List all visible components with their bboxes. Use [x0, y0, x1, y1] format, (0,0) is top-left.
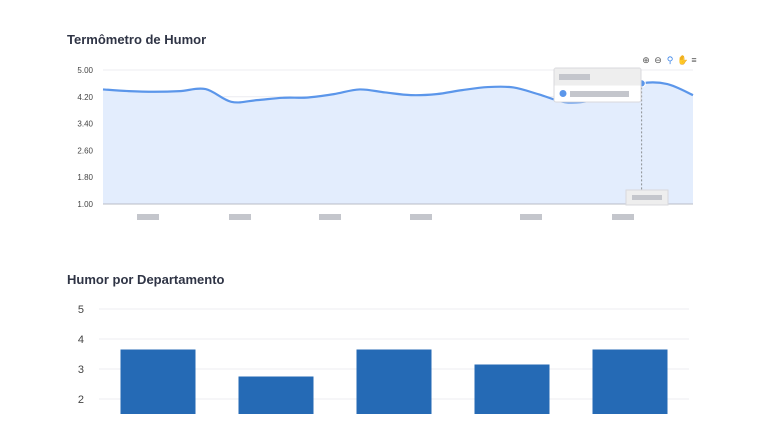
zoom-out-icon[interactable]: ⊖ — [654, 55, 662, 65]
y-tick-label: 5 — [78, 304, 84, 316]
tooltip — [553, 67, 642, 103]
y-tick-label: 2.60 — [77, 146, 93, 155]
y-tick-label: 4 — [78, 334, 84, 346]
tooltip-header — [554, 68, 641, 86]
x-tick-label — [612, 214, 634, 220]
x-tick-label — [229, 214, 251, 220]
y-tick-label: 5.00 — [77, 66, 93, 75]
y-tick-label: 4.20 — [77, 93, 93, 102]
menu-icon[interactable]: ≡ — [691, 55, 697, 65]
y-tick-label: 1.00 — [77, 200, 93, 209]
department-chart-title: Humor por Departamento — [67, 272, 225, 287]
tooltip-marker — [559, 90, 567, 97]
mood-chart-title: Termômetro de Humor — [67, 32, 207, 47]
department-bar[interactable] — [474, 364, 550, 415]
tooltip-title — [559, 74, 590, 80]
crosshair-label — [632, 195, 662, 200]
x-tick-label — [520, 214, 542, 220]
department-bar[interactable] — [356, 349, 432, 415]
x-tick-label — [319, 214, 341, 220]
department-bar[interactable] — [592, 349, 668, 415]
y-tick-label: 1.80 — [77, 173, 93, 182]
mood-area-chart: 5.00 4.20 3.40 2.60 1.80 1.00 — [77, 66, 694, 220]
tooltip-value — [570, 91, 629, 97]
y-tick-label: 3.40 — [77, 120, 93, 129]
y-tick-label: 2 — [78, 394, 84, 406]
magnify-icon[interactable]: ⚲ — [666, 55, 674, 65]
department-bar[interactable] — [120, 349, 196, 415]
y-tick-label: 3 — [78, 364, 84, 376]
zoom-in-icon[interactable]: ⊕ — [642, 55, 650, 65]
pan-hand-icon[interactable]: ✋ — [677, 55, 689, 65]
chart-toolbar: ⊕ ⊖ ⚲ ✋ ≡ — [641, 55, 699, 65]
x-tick-label — [410, 214, 432, 220]
x-tick-label — [137, 214, 159, 220]
area-fill — [103, 82, 693, 204]
department-bar[interactable] — [238, 376, 314, 415]
